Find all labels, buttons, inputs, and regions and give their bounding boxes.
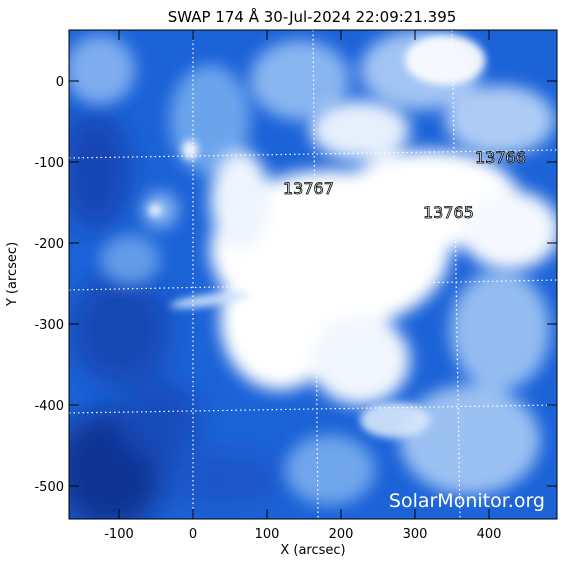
x-tick-label: 200 (329, 527, 354, 542)
plot-title: SWAP 174 Å 30-Jul-2024 22:09:21.395 (168, 7, 457, 26)
y-tick-label: -100 (34, 156, 64, 171)
y-tick-label: 0 (56, 75, 64, 90)
watermark: SolarMonitor.org (389, 490, 545, 512)
active-region-label: 13767 (283, 179, 334, 198)
y-axis-label: Y (arcsec) (5, 242, 20, 307)
axis-ticks (69, 30, 557, 519)
y-tick-label: -200 (34, 237, 64, 252)
x-tick-label: 0 (189, 527, 197, 542)
x-tick-label: 300 (403, 527, 428, 542)
x-tick-labels: -100 0 100 200 300 400 (104, 527, 501, 542)
x-tick-label: 400 (477, 527, 502, 542)
plot-frame (68, 29, 558, 520)
y-tick-label: -400 (34, 399, 64, 414)
y-tick-label: -300 (34, 318, 64, 333)
x-tick-label: -100 (104, 527, 134, 542)
x-axis-label: X (arcsec) (280, 543, 345, 558)
active-region-label: 13766 (475, 148, 526, 167)
y-tick-labels: 0 -100 -200 -300 -400 -500 (34, 75, 64, 495)
coordinate-grid (69, 30, 557, 519)
solar-euv-image (69, 30, 557, 519)
x-tick-label: 100 (255, 527, 280, 542)
y-tick-label: -500 (34, 480, 64, 495)
active-region-label: 13765 (423, 203, 474, 222)
